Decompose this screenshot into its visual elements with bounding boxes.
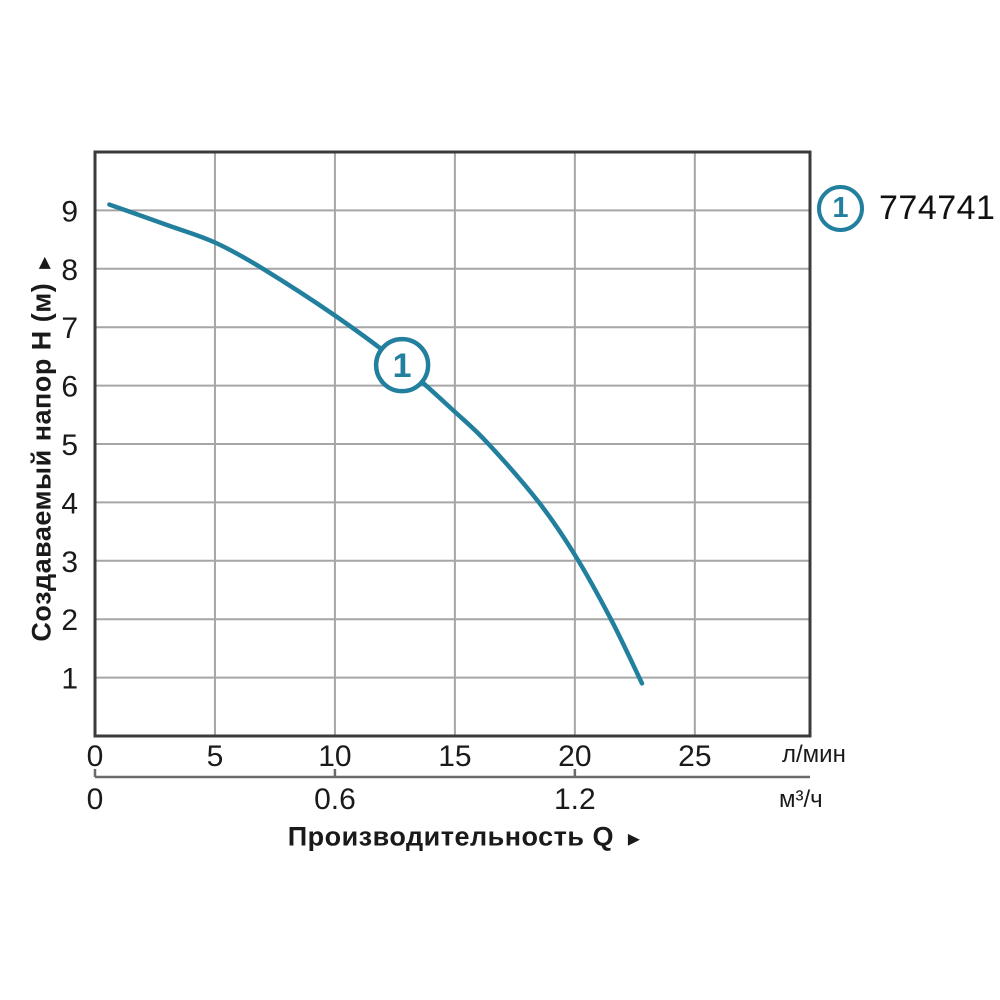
plot-frame <box>93 150 812 738</box>
secondary-x-tick-label: 1.2 <box>554 783 596 816</box>
x-tick-label: 5 <box>207 740 224 773</box>
x-tick-label: 25 <box>678 740 711 773</box>
secondary-x-tick-label: 0.6 <box>314 783 356 816</box>
x-unit-cubic-meters-per-hour: м³/ч <box>779 786 823 813</box>
right-arrow-icon: ► <box>624 828 645 851</box>
x-tick-label: 20 <box>558 740 591 773</box>
legend-series-number: 1 <box>832 192 849 224</box>
y-tick-label: 5 <box>61 429 78 462</box>
x-axis-title-text: Производительность Q <box>287 821 615 852</box>
curve-marker-label: 1 <box>393 347 412 385</box>
x-tick-label: 15 <box>438 740 471 773</box>
y-tick-label: 1 <box>61 663 78 696</box>
y-tick-label: 4 <box>61 487 78 520</box>
x-tick-label: 10 <box>318 740 351 773</box>
legend-product-code: 774741 <box>879 189 996 227</box>
y-tick-label: 9 <box>61 195 78 228</box>
curve-marker-circle <box>373 336 431 394</box>
pump-curve <box>107 202 645 686</box>
y-tick-label: 7 <box>61 312 78 345</box>
x-tick-label: 0 <box>87 740 104 773</box>
x-axis-title: Производительность Q ► <box>288 822 645 853</box>
secondary-x-tick-label: 0 <box>87 783 104 816</box>
y-tick-label: 2 <box>61 604 78 637</box>
y-tick-label: 6 <box>61 371 78 404</box>
y-tick-label: 3 <box>61 546 78 579</box>
y-tick-label: 8 <box>61 254 78 287</box>
x-unit-liters-per-min: л/мин <box>782 741 846 768</box>
legend: 1 774741 <box>817 185 995 232</box>
legend-series-marker: 1 <box>817 185 864 232</box>
